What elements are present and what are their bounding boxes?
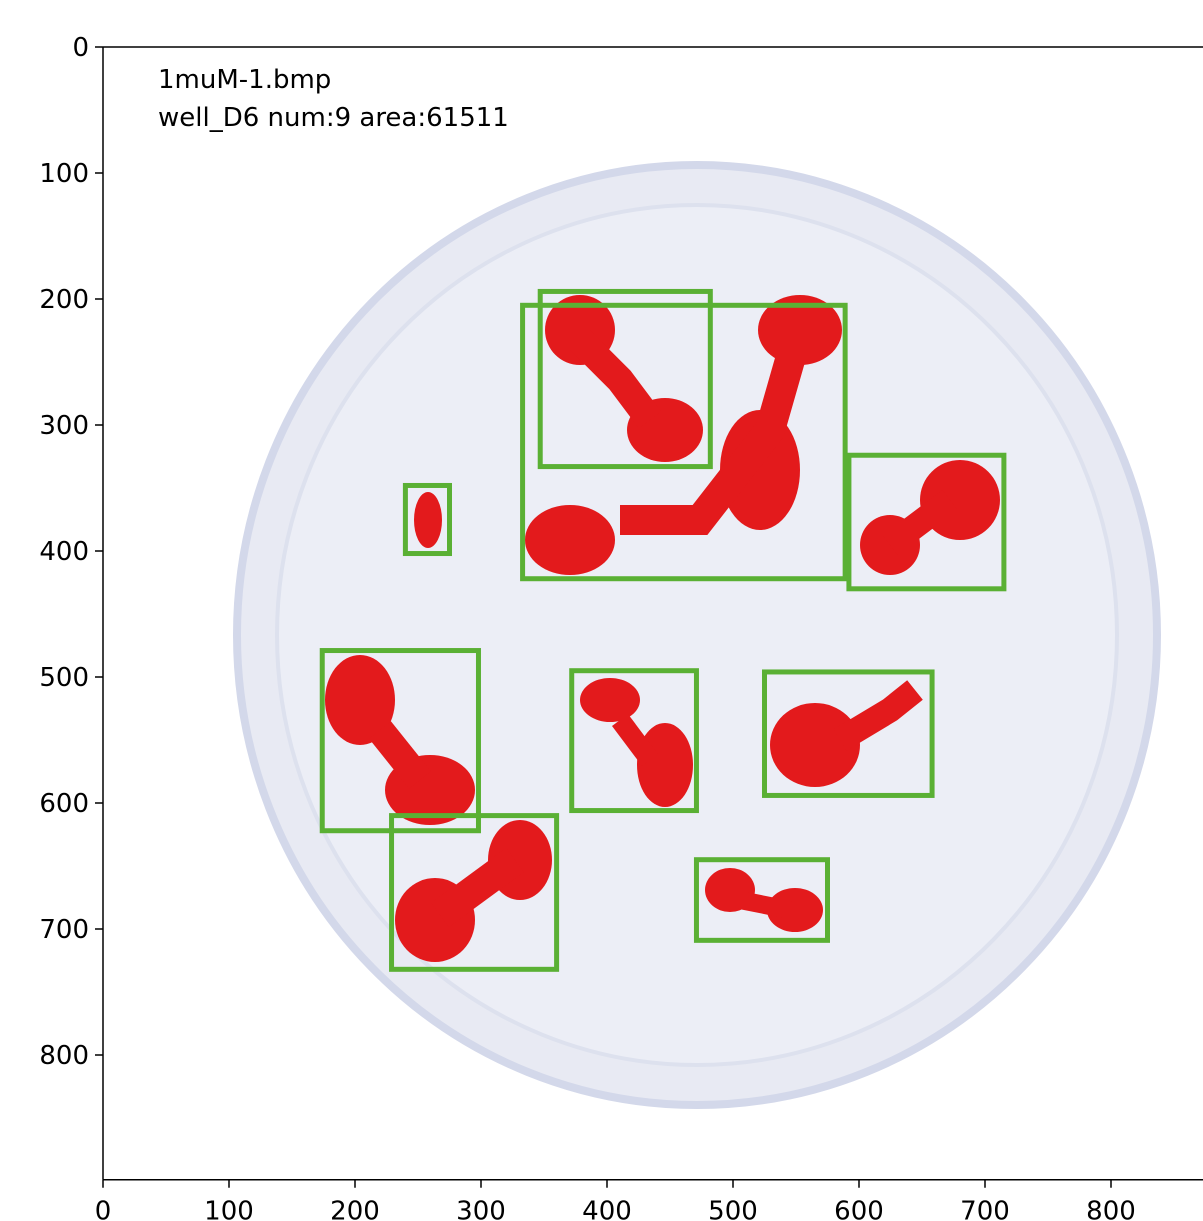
- x-tick-label: 800: [1086, 1197, 1136, 1221]
- x-tick-label: 100: [204, 1197, 254, 1221]
- y-tick-label: 600: [39, 789, 89, 819]
- chart: 1muM-1.bmp well_D6 num:9 area:61511 0 100…: [0, 0, 1203, 1221]
- x-tick-label: 700: [960, 1197, 1010, 1221]
- x-tick-label: 0: [95, 1197, 112, 1221]
- x-tick-label: 500: [708, 1197, 758, 1221]
- x-tick-label: 200: [330, 1197, 380, 1221]
- y-tick-label: 0: [72, 33, 89, 63]
- x-tick-label: 400: [582, 1197, 632, 1221]
- y-tick-label: 400: [39, 537, 89, 567]
- x-tick-label: 600: [834, 1197, 884, 1221]
- x-tick-label: 300: [456, 1197, 506, 1221]
- image: [103, 47, 1203, 1180]
- annotation: well_D6 num:9 area:61511: [158, 103, 509, 133]
- annotation: 1muM-1.bmp: [158, 65, 331, 95]
- y-tick-label: 200: [39, 285, 89, 315]
- y-tick-label: 700: [39, 915, 89, 945]
- y-tick-label: 500: [39, 663, 89, 693]
- y-tick-label: 300: [39, 411, 89, 441]
- y-tick-label: 100: [39, 159, 89, 189]
- y-tick-label: 800: [39, 1041, 89, 1071]
